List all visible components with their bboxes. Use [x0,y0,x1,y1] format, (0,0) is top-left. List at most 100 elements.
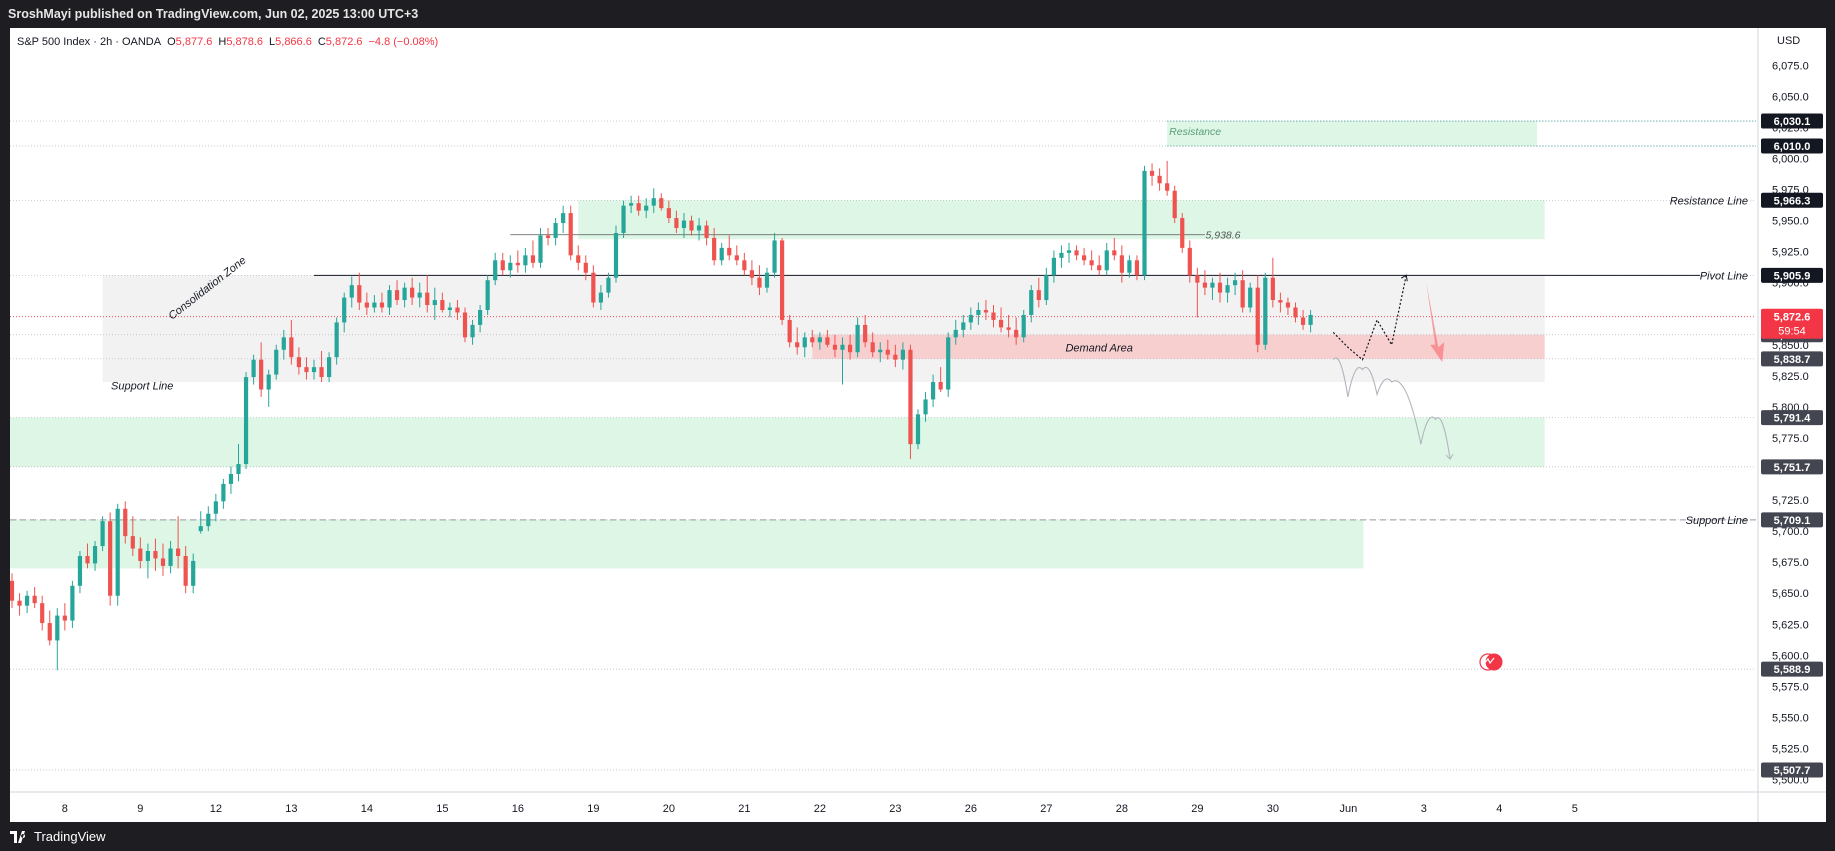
y-tick-label: 5,525.0 [1772,744,1809,756]
candle-body [530,255,536,263]
candle-body [243,377,249,465]
events-icon[interactable] [1479,653,1503,671]
candle-body [266,374,271,390]
candle-body [1248,287,1253,308]
x-tick-label: 30 [1267,803,1279,815]
candle-body [961,322,966,330]
candle-body [153,550,158,559]
candle-body [591,272,596,303]
price-tag: 5,588.9 [1774,664,1811,676]
x-tick-label: 4 [1496,803,1502,815]
candle-body [598,292,603,303]
candle-body [77,555,83,586]
candle-body [946,337,951,390]
candle-body [417,292,422,298]
x-tick-label: 23 [889,803,901,815]
x-tick-label: Jun [1339,803,1357,815]
chart-canvas[interactable]: Resistance Resistance Line Pivot Line Deman… [0,28,1826,822]
y-tick-label: 6,000.0 [1772,153,1809,165]
candle-body [47,623,52,641]
candle-body [485,280,490,310]
level-5938-label: 5,938.6 [1205,230,1240,242]
candle-body [478,309,483,325]
projection-dark-path [1332,275,1407,361]
price-tag-bg [1761,512,1823,528]
candle-body [1059,252,1064,258]
candle-body [342,297,347,323]
candle-body [991,312,996,320]
candle-body [1127,260,1132,273]
candle-body [629,203,634,206]
x-tick-label: 19 [587,803,599,815]
countdown-tag: 59:54 [1778,326,1806,338]
candle-body [289,337,294,358]
candle-body [1036,290,1041,301]
candle-body [1202,282,1207,288]
candle-body [636,203,641,211]
candle-body [92,546,98,564]
price-tag-bg [1761,113,1823,129]
candle-body [191,560,196,586]
candle-body [387,290,392,308]
candle-body [259,359,264,390]
y-tick-label: 5,500.0 [1772,775,1809,787]
candle-body [1300,317,1306,325]
change-value: −4.8 (−0.08%) [369,36,439,48]
time-axis[interactable]: 8 9 12 13 14 15 16 19 20 21 22 23 26 27 28 29 30 Jun 3 4 5 [62,803,1578,815]
candle-body [870,342,875,353]
candle-body [696,225,702,231]
currency-label[interactable]: USD [1777,35,1800,47]
candle-body [1210,282,1215,288]
price-tag-bg [1761,410,1823,426]
price-chart[interactable]: Resistance Resistance Line Pivot Line Deman… [0,28,1826,822]
candle-body [1285,302,1291,308]
candle-body [9,580,15,601]
candle-body [55,615,60,641]
y-tick-label: 5,550.0 [1772,712,1809,724]
candle-body [968,314,973,323]
projection-light-path [1332,357,1451,460]
candle-body [772,240,777,273]
candle-body [704,225,709,238]
candle-body [500,260,505,271]
candle-body [742,260,747,271]
candle-body [1263,277,1268,345]
support-zone-upper [0,417,1545,467]
candle-body [1187,247,1192,276]
candle-body [1044,275,1049,301]
candle-body [1278,300,1283,303]
candle-body [123,508,128,537]
candle-body [568,213,573,256]
candle-body [938,382,943,390]
candle-body [674,218,679,229]
ohlc-legend: S&P 500 Index · 2h · OANDA O5,877.6 H5,878… [17,36,438,48]
candle-body [274,349,279,375]
candle-body [455,307,460,313]
candle-body [1293,307,1298,318]
candle-body [394,290,400,301]
candle-body [402,287,407,301]
candle-body [915,414,921,445]
candle-body [908,349,913,445]
close-value: 5,872.6 [326,36,363,48]
x-tick-label: 3 [1421,803,1427,815]
candle-body [621,205,626,233]
candle-body [493,260,498,281]
candle-body [644,205,649,211]
price-scale[interactable]: 6,075.06,050.06,025.06,000.05,975.05,950… [1772,60,1809,786]
candle-body [138,548,143,561]
open-value: 5,877.6 [176,36,213,48]
price-tag: 5,905.9 [1774,270,1811,282]
candle-body [847,344,853,353]
x-tick-label: 26 [965,803,977,815]
candle-body [523,255,528,266]
candle-body [296,357,301,368]
x-tick-label: 12 [210,803,222,815]
support-zone-lower [0,519,1364,569]
y-tick-label: 5,650.0 [1772,588,1809,600]
candle-body [923,399,928,415]
price-tag: 6,010.0 [1774,141,1811,153]
candle-body [825,337,830,345]
candle-body [1089,260,1094,266]
